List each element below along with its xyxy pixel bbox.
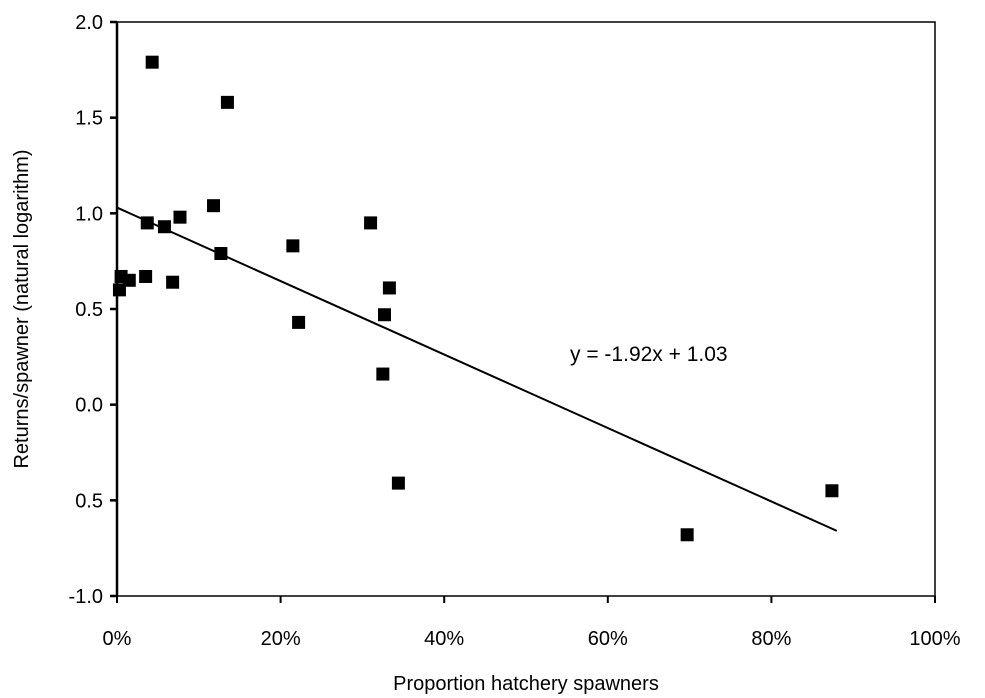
y-tick-label: 0.5 [75, 490, 103, 512]
y-tick-label: 1.5 [75, 108, 103, 130]
data-point [140, 216, 154, 230]
x-tick-label: 60% [588, 628, 628, 650]
y-axis-title: Returns/spawner (natural logarithm) [11, 149, 33, 468]
y-tick-label: 1.0 [75, 203, 103, 225]
data-point [122, 273, 136, 287]
data-point [825, 484, 839, 498]
x-tick-label: 0% [103, 628, 132, 650]
trendline [116, 206, 838, 532]
data-points [112, 55, 839, 542]
y-tick-label: 0.0 [75, 395, 103, 417]
data-point [173, 210, 187, 224]
data-point [377, 308, 391, 322]
y-tick-label: 2.0 [75, 12, 103, 34]
x-axis-tick-labels: 0% 20% 40% 60% 80% 100% [103, 628, 961, 650]
plot-area [116, 21, 936, 597]
data-point [391, 476, 405, 490]
x-tick-label: 80% [751, 628, 791, 650]
trendline-equation: y = -1.92x + 1.03 [570, 343, 728, 366]
data-point [382, 281, 396, 295]
data-point [220, 95, 234, 109]
data-point [139, 269, 153, 283]
data-point [112, 283, 126, 297]
data-point [207, 199, 221, 213]
y-axis-ticks [110, 20, 117, 598]
x-tick-label: 40% [424, 628, 464, 650]
y-tick-label: -1.0 [69, 586, 103, 608]
x-tick-label: 20% [261, 628, 301, 650]
x-axis-title: Proportion hatchery spawners [393, 673, 659, 695]
data-point [166, 275, 180, 289]
data-point [376, 367, 390, 381]
x-tick-label: 100% [909, 628, 960, 650]
y-axis-tick-labels: 2.0 1.5 1.0 0.5 0.0 0.5 -1.0 [69, 12, 103, 608]
data-point [364, 216, 378, 230]
x-axis-ticks [116, 596, 936, 603]
data-point [680, 528, 694, 542]
y-tick-label: 0.5 [75, 299, 103, 321]
data-point [157, 220, 171, 234]
data-point [292, 315, 306, 329]
data-point [214, 247, 228, 261]
data-point [286, 239, 300, 253]
data-point [145, 55, 159, 69]
